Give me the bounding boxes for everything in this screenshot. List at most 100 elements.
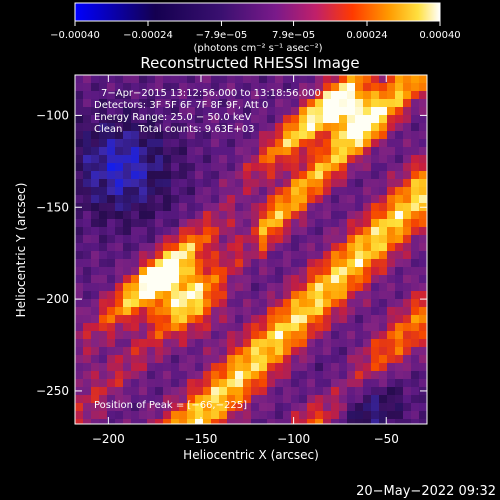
heatmap-cell <box>323 371 331 379</box>
heatmap-cell <box>419 275 427 283</box>
heatmap-cell <box>155 371 163 379</box>
heatmap-cell <box>123 163 131 171</box>
heatmap-cell <box>139 235 147 243</box>
heatmap-cell <box>139 195 147 203</box>
heatmap-cell <box>123 75 131 83</box>
heatmap-cell <box>275 299 283 307</box>
heatmap-cell <box>171 251 179 259</box>
heatmap-cell <box>227 323 235 331</box>
heatmap-cell <box>347 131 355 139</box>
heatmap-cell <box>291 363 299 371</box>
heatmap-cell <box>283 355 291 363</box>
heatmap-cell <box>347 139 355 147</box>
heatmap-cell <box>227 339 235 347</box>
heatmap-cell <box>315 283 323 291</box>
heatmap-cell <box>227 227 235 235</box>
heatmap-cell <box>259 115 267 123</box>
heatmap-cell <box>363 131 371 139</box>
annotation-line-counts: Clean Total counts: 9.63E+03 <box>94 124 254 135</box>
heatmap-cell <box>83 147 91 155</box>
heatmap-cell <box>419 131 427 139</box>
heatmap-cell <box>147 419 155 424</box>
heatmap-cell <box>283 155 291 163</box>
heatmap-cell <box>243 307 251 315</box>
heatmap-cell <box>339 339 347 347</box>
heatmap-cell <box>323 387 331 395</box>
heatmap-cell <box>91 275 99 283</box>
heatmap-cell <box>307 131 315 139</box>
heatmap-cell <box>235 123 243 131</box>
heatmap-cell <box>243 395 251 403</box>
heatmap-cell <box>139 339 147 347</box>
heatmap-cell <box>243 139 251 147</box>
heatmap-cell <box>99 115 107 123</box>
heatmap-cell <box>235 163 243 171</box>
heatmap-cell <box>235 211 243 219</box>
heatmap-cell <box>323 139 331 147</box>
heatmap-cell <box>99 299 107 307</box>
heatmap-cell <box>291 83 299 91</box>
heatmap-cell <box>171 387 179 395</box>
heatmap-cell <box>283 75 291 83</box>
heatmap-cell <box>371 227 379 235</box>
heatmap-cell <box>171 163 179 171</box>
heatmap-cell <box>91 131 99 139</box>
heatmap-cell <box>395 243 403 251</box>
x-tick-label: −150 <box>184 432 217 446</box>
heatmap-cell <box>243 235 251 243</box>
heatmap-cell <box>403 259 411 267</box>
heatmap-cell <box>155 75 163 83</box>
heatmap-cell <box>139 411 147 419</box>
heatmap-cell <box>251 275 259 283</box>
heatmap-cell <box>219 91 227 99</box>
heatmap-cell <box>91 379 99 387</box>
heatmap-cell <box>107 91 115 99</box>
heatmap-cell <box>331 323 339 331</box>
heatmap-cell <box>171 403 179 411</box>
heatmap-cell <box>131 259 139 267</box>
heatmap-cell <box>419 395 427 403</box>
heatmap-cell <box>243 323 251 331</box>
heatmap-cell <box>211 99 219 107</box>
heatmap-cell <box>355 251 363 259</box>
heatmap-cell <box>371 307 379 315</box>
heatmap-cell <box>99 291 107 299</box>
heatmap-cell <box>411 299 419 307</box>
heatmap-cell <box>275 275 283 283</box>
heatmap-cell <box>395 83 403 91</box>
heatmap-cell <box>339 243 347 251</box>
heatmap-cell <box>331 363 339 371</box>
heatmap-cell <box>171 355 179 363</box>
heatmap-cell <box>299 107 307 115</box>
heatmap-cell <box>99 283 107 291</box>
heatmap-cell <box>363 331 371 339</box>
heatmap-cell <box>211 243 219 251</box>
heatmap-cell <box>99 251 107 259</box>
heatmap-cell <box>99 379 107 387</box>
colorbar-units-label: (photons cm⁻² s⁻¹ asec⁻²) <box>193 43 322 54</box>
heatmap-cell <box>187 91 195 99</box>
heatmap-cell <box>107 307 115 315</box>
heatmap-cell <box>195 395 203 403</box>
heatmap-cell <box>275 315 283 323</box>
heatmap-cell <box>219 243 227 251</box>
heatmap-cell <box>99 147 107 155</box>
heatmap-cell <box>379 315 387 323</box>
heatmap-cell <box>379 411 387 419</box>
heatmap-cell <box>163 203 171 211</box>
heatmap-cell <box>387 387 395 395</box>
heatmap-cell <box>347 331 355 339</box>
heatmap-cell <box>251 91 259 99</box>
heatmap-cell <box>155 411 163 419</box>
heatmap-cell <box>371 139 379 147</box>
heatmap-cell <box>195 251 203 259</box>
heatmap-cell <box>139 99 147 107</box>
heatmap-cell <box>187 347 195 355</box>
heatmap-cell <box>307 171 315 179</box>
heatmap-cell <box>371 251 379 259</box>
heatmap-cell <box>219 155 227 163</box>
heatmap-cell <box>267 203 275 211</box>
heatmap-cell <box>283 395 291 403</box>
heatmap-cell <box>91 115 99 123</box>
heatmap-cell <box>299 387 307 395</box>
